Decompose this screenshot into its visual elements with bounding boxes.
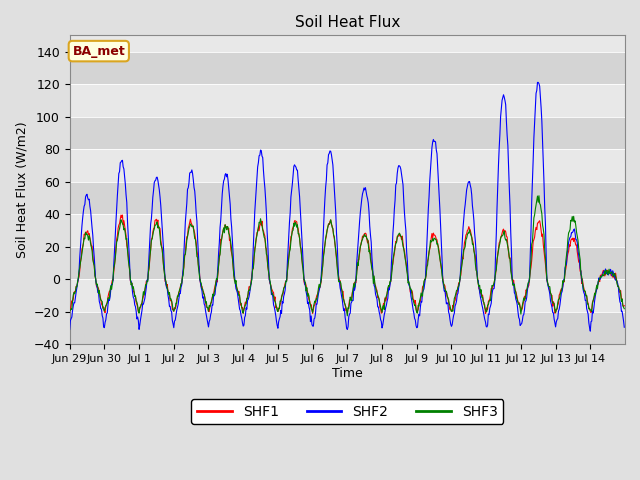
- Bar: [70, 182, 625, 214]
- Bar: [70, 117, 625, 149]
- Y-axis label: Soil Heat Flux (W/m2): Soil Heat Flux (W/m2): [15, 121, 28, 258]
- Bar: [70, 84, 625, 117]
- Bar: [70, 52, 625, 84]
- Legend: SHF1, SHF2, SHF3: SHF1, SHF2, SHF3: [191, 399, 503, 424]
- Text: BA_met: BA_met: [72, 45, 125, 58]
- Bar: [70, 247, 625, 279]
- Bar: [70, 214, 625, 247]
- Title: Soil Heat Flux: Soil Heat Flux: [294, 15, 400, 30]
- X-axis label: Time: Time: [332, 367, 363, 380]
- Bar: [70, 279, 625, 312]
- Bar: [70, 27, 625, 52]
- Bar: [70, 149, 625, 182]
- Bar: [70, 312, 625, 345]
